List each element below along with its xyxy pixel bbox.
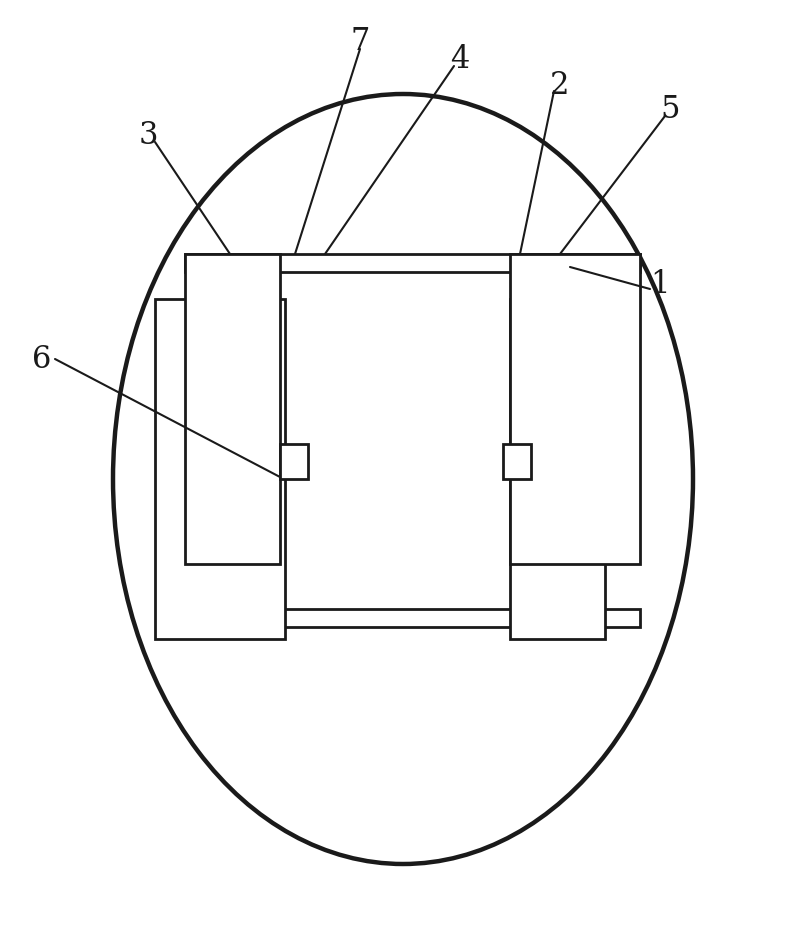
Text: 6: 6 — [32, 344, 52, 375]
Bar — [185, 255, 640, 273]
Bar — [185, 609, 640, 628]
Text: 1: 1 — [650, 269, 670, 300]
Bar — [280, 445, 308, 479]
Bar — [503, 445, 531, 479]
Bar — [155, 299, 285, 640]
Bar — [185, 255, 280, 565]
Text: 4: 4 — [450, 44, 470, 75]
Text: 5: 5 — [660, 95, 679, 125]
Text: 7: 7 — [350, 27, 370, 57]
Text: 2: 2 — [550, 70, 570, 100]
Text: 3: 3 — [138, 120, 157, 150]
Bar — [510, 299, 605, 640]
Bar — [510, 255, 640, 565]
